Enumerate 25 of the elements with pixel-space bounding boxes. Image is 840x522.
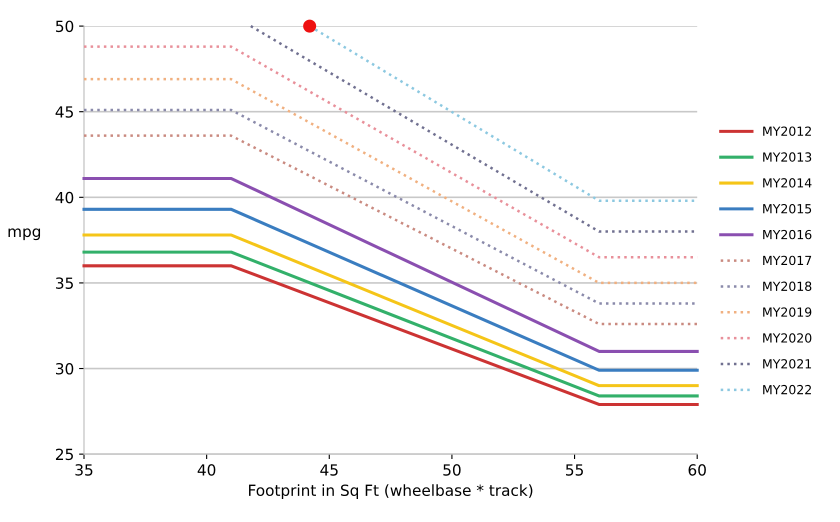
legend-label: MY2014 bbox=[763, 178, 812, 188]
legend-label: MY2019 bbox=[763, 307, 812, 317]
x-tick-label: 35 bbox=[75, 464, 92, 476]
legend-label: MY2015 bbox=[763, 204, 812, 214]
y-tick-label: 25 bbox=[56, 448, 73, 460]
y-axis-title: mpg bbox=[8, 228, 40, 240]
legend-label: MY2021 bbox=[763, 359, 812, 369]
legend-label: MY2012 bbox=[763, 126, 811, 136]
legend-label: MY2018 bbox=[763, 282, 812, 291]
legend-label: MY2016 bbox=[763, 230, 812, 240]
y-tick-label: 30 bbox=[56, 362, 74, 375]
legend-label: MY2020 bbox=[763, 333, 812, 343]
y-tick-label: 50 bbox=[56, 20, 74, 32]
x-axis-title: Footprint in Sq Ft (wheelbase * track) bbox=[249, 484, 532, 499]
legend-label: MY2022 bbox=[763, 384, 811, 394]
legend-label: MY2017 bbox=[763, 256, 812, 266]
x-tick-label: 40 bbox=[198, 464, 216, 476]
x-tick-label: 55 bbox=[566, 464, 583, 476]
y-tick-label: 40 bbox=[56, 192, 74, 204]
y-tick-label: 35 bbox=[56, 277, 73, 289]
y-tick-label: 45 bbox=[56, 106, 73, 118]
x-tick-label: 45 bbox=[320, 464, 338, 476]
x-tick-label: 60 bbox=[688, 464, 706, 476]
legend-label: MY2013 bbox=[763, 152, 812, 162]
x-tick-label: 50 bbox=[443, 464, 461, 476]
